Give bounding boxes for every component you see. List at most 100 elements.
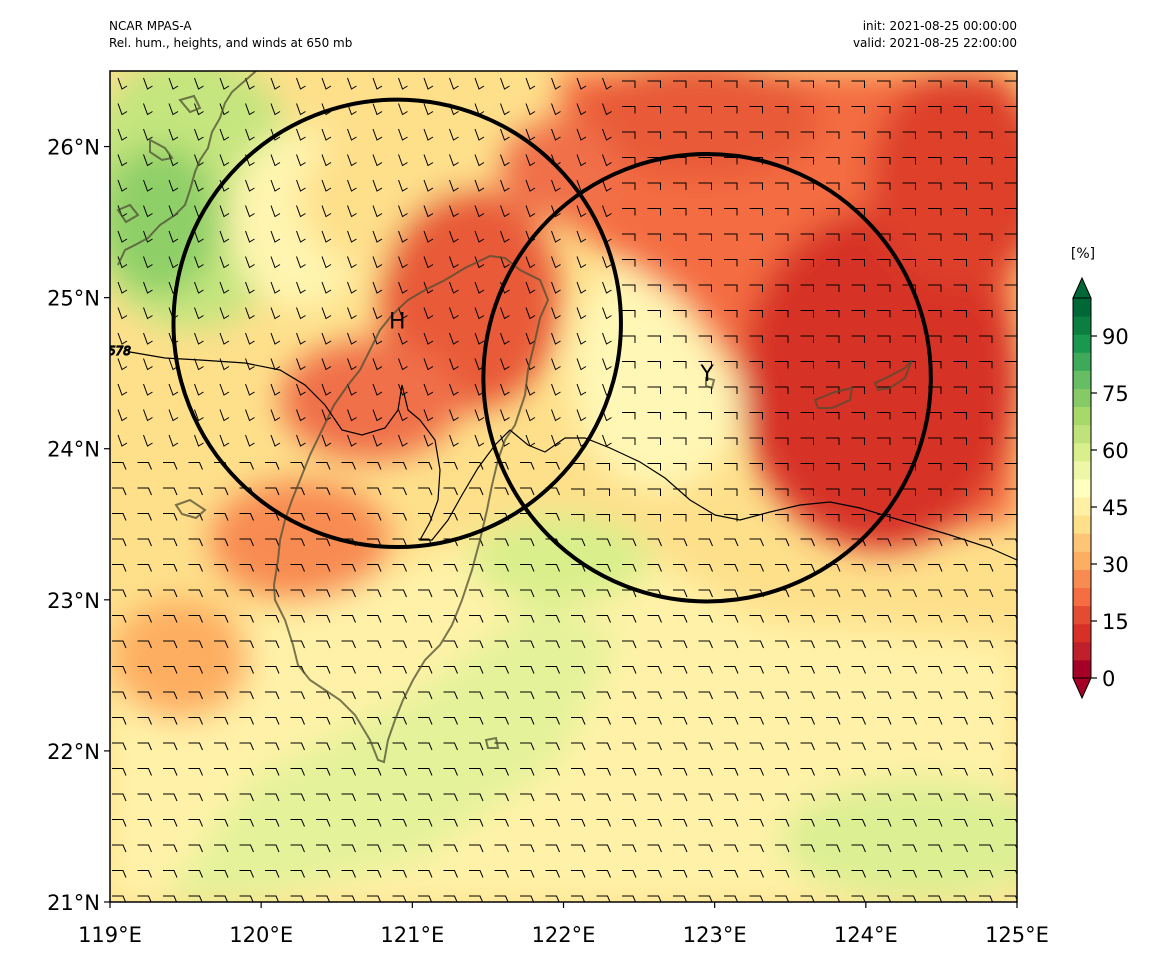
wind-barb xyxy=(367,640,382,649)
wind-barb xyxy=(341,870,356,878)
wind-barb xyxy=(775,870,790,878)
wind-barb xyxy=(775,691,790,700)
wind-barb xyxy=(443,717,458,725)
wind-barb xyxy=(851,463,865,471)
wind-barb xyxy=(367,487,382,496)
wind-barb xyxy=(902,640,917,649)
wind-barb xyxy=(928,412,942,420)
wind-barb xyxy=(290,870,305,878)
wind-barb xyxy=(571,666,586,674)
wind-barb xyxy=(749,768,764,776)
wind-barb xyxy=(749,233,763,241)
wind-barb xyxy=(347,256,357,269)
wind-barb xyxy=(800,335,814,343)
wind-barb xyxy=(367,589,382,598)
wind-barb xyxy=(163,844,178,853)
wind-barb xyxy=(469,589,484,598)
wind-barb xyxy=(775,284,789,292)
wind-barb xyxy=(571,538,586,547)
wind-barb xyxy=(775,768,790,776)
wind-barb xyxy=(443,462,458,470)
wind-barb xyxy=(647,895,662,902)
colorbar-cell xyxy=(1073,551,1091,570)
wind-barb xyxy=(270,179,281,192)
wind-barb xyxy=(545,742,560,751)
wind-barb xyxy=(902,514,916,522)
wind-barb xyxy=(239,895,254,902)
wind-barb xyxy=(469,691,484,700)
wind-barb xyxy=(775,157,789,165)
wind-barb xyxy=(520,487,535,496)
wind-barb xyxy=(219,332,230,345)
wind-barb xyxy=(622,819,637,827)
wind-barb xyxy=(647,386,661,394)
wind-barb xyxy=(290,640,305,649)
wind-barb xyxy=(418,870,433,878)
wind-barb xyxy=(673,819,688,827)
wind-barb xyxy=(316,819,331,827)
wind-barb xyxy=(724,768,739,776)
wind-barb xyxy=(545,870,560,878)
wind-barb xyxy=(673,259,687,267)
wind-barb xyxy=(1004,463,1017,471)
wind-barb xyxy=(316,462,331,470)
wind-barb xyxy=(112,538,127,547)
wind-barb xyxy=(953,819,968,827)
wind-barb xyxy=(163,589,178,598)
wind-barb xyxy=(290,564,305,572)
wind-barb xyxy=(749,463,763,471)
wind-barb xyxy=(576,332,587,345)
wind-barb xyxy=(474,256,485,269)
wind-barb xyxy=(341,691,356,700)
wind-barb xyxy=(494,717,509,725)
wind-barb xyxy=(143,383,153,396)
wind-barb xyxy=(877,208,891,216)
wind-barb xyxy=(877,157,891,165)
wind-barb xyxy=(800,131,814,139)
wind-barb xyxy=(525,77,536,90)
wind-barb xyxy=(622,717,637,725)
wind-barb xyxy=(877,182,891,190)
wind-barb xyxy=(698,284,712,292)
wind-barb xyxy=(698,819,713,827)
wind-barb xyxy=(245,103,255,116)
wind-barb xyxy=(398,230,408,243)
wind-barb xyxy=(647,640,662,649)
wind-barb xyxy=(341,640,356,649)
wind-barb xyxy=(163,742,178,751)
wind-barb xyxy=(494,844,509,853)
wind-barb xyxy=(474,128,485,141)
wind-barb xyxy=(724,361,738,369)
wind-barb xyxy=(449,154,459,167)
wind-barb xyxy=(163,768,178,776)
wind-barb xyxy=(698,361,712,369)
wind-barb xyxy=(551,230,561,243)
wind-barb xyxy=(953,284,967,292)
wind-barb xyxy=(137,564,152,572)
wind-barb xyxy=(474,77,485,90)
wind-barb xyxy=(851,437,865,445)
wind-barb xyxy=(245,179,255,192)
wind-barb xyxy=(953,742,968,751)
wind-barb xyxy=(520,844,535,853)
wind-barb xyxy=(520,640,535,649)
wind-barb xyxy=(290,793,305,802)
wind-barb xyxy=(622,488,636,496)
wind-barb xyxy=(749,691,764,700)
wind-barb xyxy=(647,463,661,471)
wind-barb xyxy=(673,717,688,725)
wind-barb xyxy=(137,691,152,700)
wind-barb xyxy=(245,358,255,371)
wind-barb xyxy=(372,179,383,192)
wind-barb xyxy=(602,154,612,167)
wind-barb xyxy=(928,157,942,165)
wind-barb xyxy=(775,106,789,114)
wind-barb xyxy=(647,514,661,522)
colorbar-cell xyxy=(1073,406,1091,426)
wind-barb xyxy=(576,256,587,269)
wind-barb xyxy=(749,106,763,114)
wind-barb xyxy=(525,256,536,269)
wind-barb xyxy=(877,615,892,623)
wind-barb xyxy=(800,589,815,598)
wind-barb xyxy=(851,335,865,343)
